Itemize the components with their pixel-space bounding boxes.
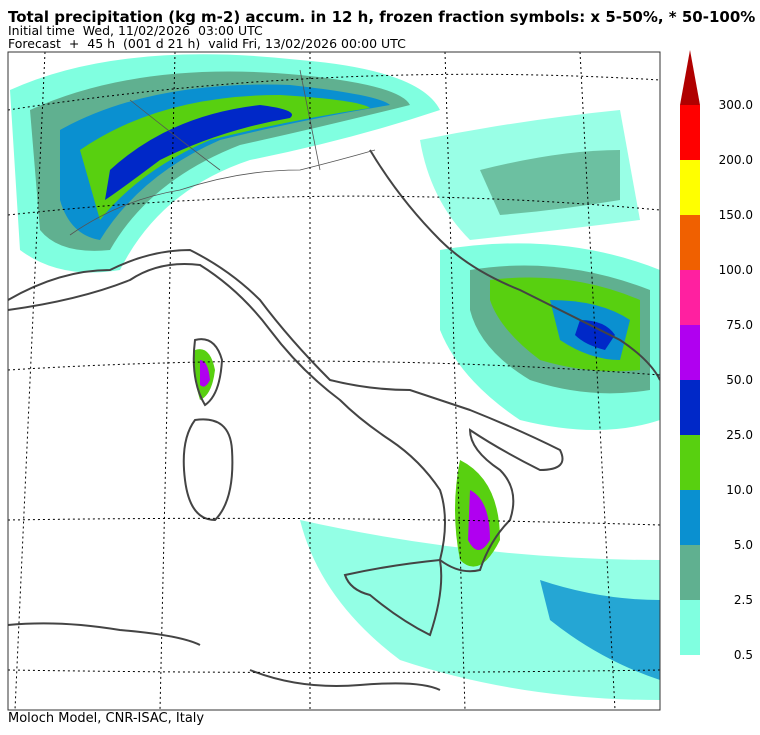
colorbar-segment [680, 270, 700, 325]
colorbar-label: 75.0 [726, 318, 753, 332]
footer: Moloch Model, CNR-ISAC, Italy [8, 711, 204, 726]
coastline [8, 149, 660, 691]
colorbar: 0.5 2.5 5.0 10.0 25.0 50.0 75.0 100.0 150.0 200.0… [680, 50, 753, 662]
colorbar-label: 300.0 [719, 98, 753, 112]
borders [69, 69, 376, 236]
colorbar-segment [680, 325, 700, 380]
colorbar-label: 0.5 [734, 648, 753, 662]
colorbar-segment [680, 380, 700, 435]
colorbar-label: 10.0 [726, 483, 753, 497]
precip-field [10, 54, 660, 700]
colorbar-segment [680, 215, 700, 270]
title: Total precipitation (kg m-2) accum. in 1… [8, 8, 755, 26]
colorbar-segment [680, 600, 700, 655]
colorbar-label: 200.0 [719, 153, 753, 167]
forecast-time: Forecast + 45 h (001 d 21 h) valid Fri, … [8, 36, 406, 51]
colorbar-label: 2.5 [734, 593, 753, 607]
map-frame [7, 51, 661, 711]
colorbar-label: 150.0 [719, 208, 753, 222]
map [7, 51, 661, 711]
colorbar-segment [680, 545, 700, 600]
colorbar-segment [680, 160, 700, 215]
colorbar-segment [680, 490, 700, 545]
colorbar-extension [680, 50, 700, 105]
colorbar-label: 100.0 [719, 263, 753, 277]
colorbar-label: 50.0 [726, 373, 753, 387]
initial-time: Initial time Wed, 11/02/2026 03:00 UTC [8, 23, 263, 38]
colorbar-segment [680, 435, 700, 490]
colorbar-label: 5.0 [734, 538, 753, 552]
graticule [8, 52, 660, 710]
colorbar-label: 25.0 [726, 428, 753, 442]
colorbar-segment [680, 105, 700, 160]
